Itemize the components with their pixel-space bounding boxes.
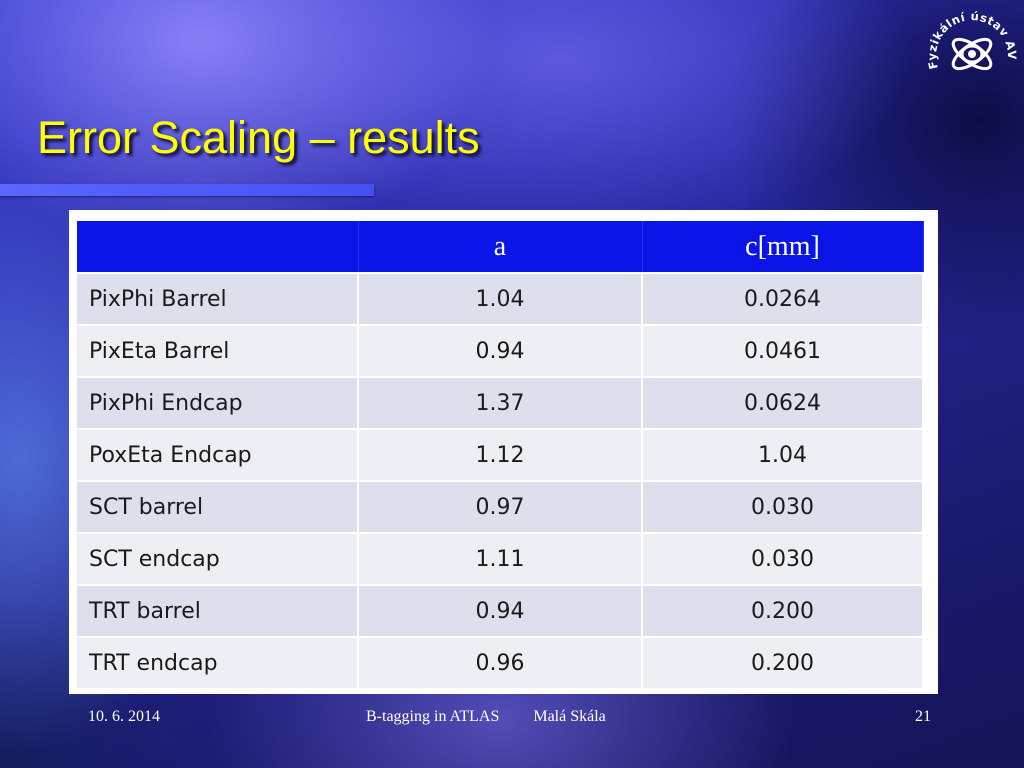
row-label: PixPhi Endcap [77,376,359,429]
cell-c: 0.200 [642,584,924,637]
header-cell-c: c[mm] [642,221,924,273]
table-row: SCT barrel 0.97 0.030 [77,480,924,533]
table-header-row: a c[mm] [77,221,924,273]
table-row: TRT endcap 0.96 0.200 [77,636,924,688]
results-table-frame: a c[mm] PixPhi Barrel 1.04 0.0264 PixEta… [69,210,938,694]
footer-presentation-title: B-tagging in ATLAS [366,708,500,725]
cell-a: 0.96 [358,636,643,688]
institute-logo: Fyzikální ústav AV ČR, v.v.i. [922,4,1019,71]
results-table: a c[mm] PixPhi Barrel 1.04 0.0264 PixEta… [77,221,924,688]
footer-author: Malá Skála [533,708,606,725]
footer-page-number: 21 [915,708,931,725]
cell-a: 0.94 [358,324,643,377]
footer-center: B-tagging in ATLAS Malá Skála [366,708,606,726]
row-label: TRT endcap [77,636,359,688]
cell-a: 1.04 [358,272,643,325]
cell-c: 0.030 [642,480,924,533]
slide-title: Error Scaling – results [37,112,480,163]
cell-c: 0.0624 [642,376,924,429]
cell-c: 0.0264 [642,272,924,325]
row-label: SCT barrel [77,480,359,533]
row-label: PixPhi Barrel [77,272,359,325]
header-cell-detector [77,221,359,273]
title-underline [0,184,374,196]
table-row: PoxEta Endcap 1.12 1.04 [77,428,924,481]
cell-c: 0.0461 [642,324,924,377]
cell-a: 1.11 [358,532,643,585]
row-label: PoxEta Endcap [77,428,359,481]
row-label: PixEta Barrel [77,324,359,377]
cell-a: 1.37 [358,376,643,429]
footer-date: 10. 6. 2014 [88,708,160,725]
table-row: PixPhi Barrel 1.04 0.0264 [77,272,924,325]
table-row: SCT endcap 1.11 0.030 [77,532,924,585]
cell-c: 0.200 [642,636,924,688]
cell-c: 1.04 [642,428,924,481]
header-cell-a: a [358,221,643,273]
row-label: SCT endcap [77,532,359,585]
cell-a: 0.97 [358,480,643,533]
row-label: TRT barrel [77,584,359,637]
cell-a: 1.12 [358,428,643,481]
table-row: PixPhi Endcap 1.37 0.0624 [77,376,924,429]
cell-a: 0.94 [358,584,643,637]
table-row: PixEta Barrel 0.94 0.0461 [77,324,924,377]
table-row: TRT barrel 0.94 0.200 [77,584,924,637]
cell-c: 0.030 [642,532,924,585]
